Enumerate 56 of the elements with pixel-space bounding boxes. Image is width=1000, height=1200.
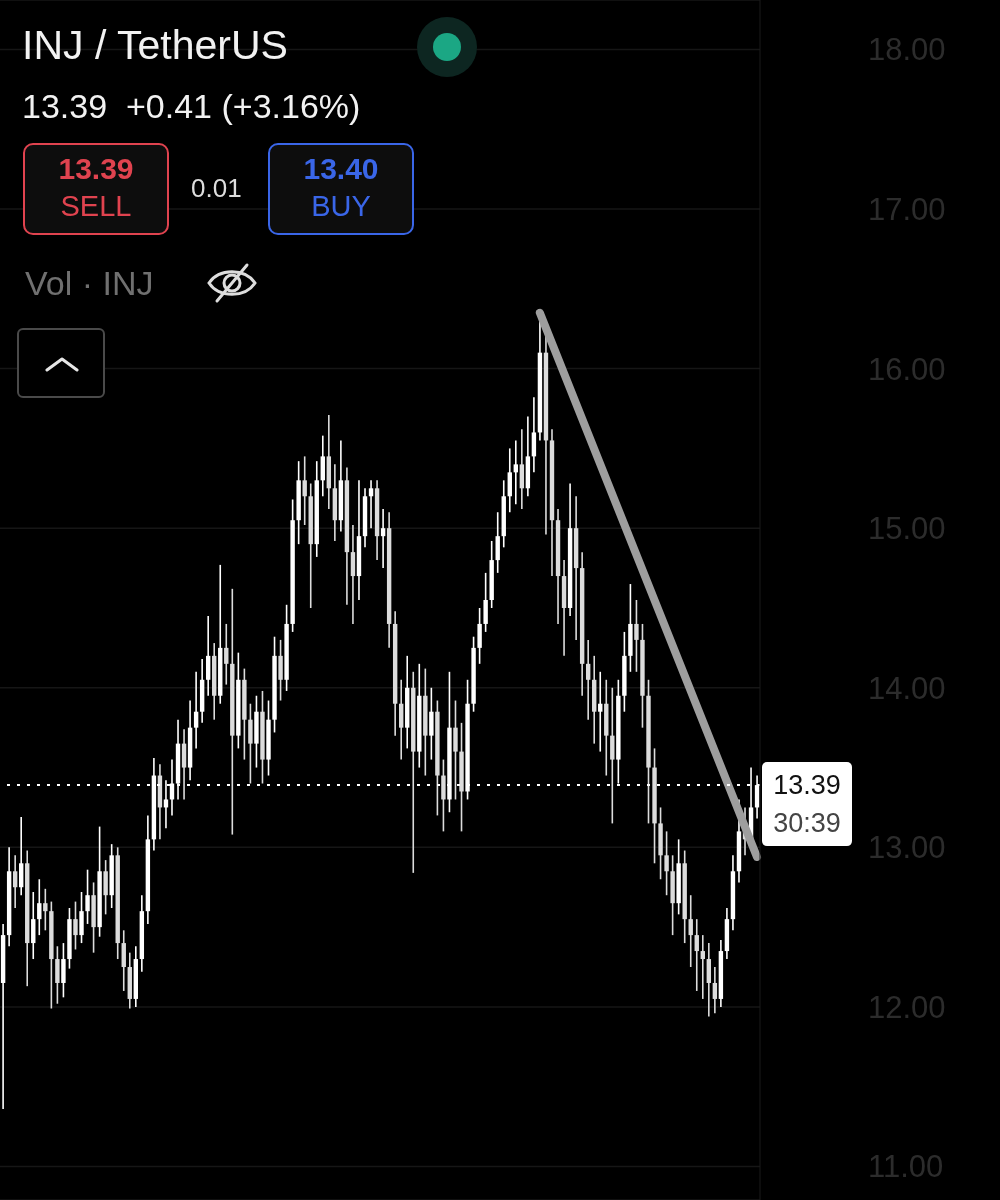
candlestick (103, 859, 108, 916)
candlestick (350, 524, 356, 625)
annotation: 13.40 (302, 152, 380, 185)
candlestick (495, 511, 500, 574)
candlestick (278, 639, 283, 702)
candlestick (248, 702, 253, 785)
candlestick (688, 894, 693, 968)
candlestick (55, 945, 60, 1005)
annotation: 13.39 (57, 152, 135, 185)
annotation: BUY (310, 190, 372, 222)
buy-button: 13.40 BUY (268, 143, 414, 235)
candlestick (513, 439, 518, 506)
candlestick (61, 942, 66, 999)
candlestick (441, 758, 446, 833)
candlestick (73, 900, 78, 951)
candlestick (193, 671, 199, 750)
ref-line-label: 13.39 (773, 770, 841, 801)
candlestick (205, 615, 211, 697)
candlestick (477, 607, 482, 665)
candlestick (85, 868, 90, 925)
candlestick (712, 966, 718, 1015)
candlestick (380, 508, 386, 569)
text: 13.39 +0.41 (+3.16%) (22, 87, 361, 125)
candlestick (664, 830, 669, 897)
candlestick (694, 918, 699, 992)
candlestick (320, 434, 325, 498)
candlestick (368, 479, 374, 529)
candlestick (598, 671, 603, 753)
candlestick (19, 816, 24, 897)
candlestick (610, 686, 615, 825)
price-tag: 13.39 30:39 (762, 762, 852, 847)
candlestick (121, 929, 126, 992)
candlestick (79, 891, 84, 944)
candlestick (483, 572, 488, 633)
candlestick (429, 686, 434, 761)
text: INJ / TetherUS (22, 22, 288, 68)
candlestick (634, 599, 639, 673)
annotation: 0.01 (191, 173, 242, 203)
annotation: SELL (59, 190, 133, 222)
candlestick (585, 639, 591, 721)
candlestick (12, 854, 18, 909)
sell-button: 13.39 SELL (23, 143, 169, 235)
candlestick (453, 699, 458, 801)
candlestick (700, 934, 705, 1000)
candlestick (224, 623, 229, 686)
candlestick (181, 728, 187, 801)
candlestick (31, 891, 36, 960)
candlestick (302, 455, 307, 526)
candlestick (37, 878, 42, 936)
candlestick (43, 888, 48, 932)
candlestick (399, 678, 404, 761)
annotation: Vol · INJ (25, 264, 154, 302)
candlestick (531, 396, 537, 474)
candlestick (507, 447, 512, 514)
candlestick (519, 428, 525, 510)
candlestick (706, 942, 712, 1018)
